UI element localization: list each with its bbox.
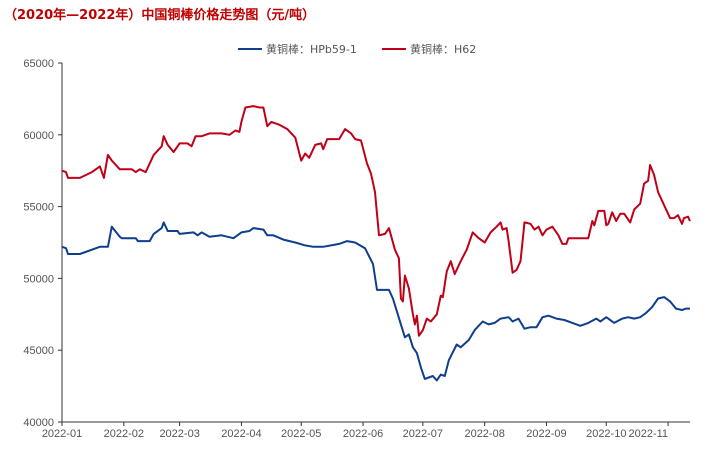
x-tick-label: 2022-02 bbox=[104, 428, 144, 440]
x-tick-label: 2022-11 bbox=[629, 428, 669, 440]
legend-label: 黄铜棒：HPb59-1 bbox=[266, 42, 357, 56]
legend-label: 黄铜棒：H62 bbox=[410, 42, 476, 56]
x-tick-label: 2022-06 bbox=[343, 428, 383, 440]
x-tick-label: 2022-08 bbox=[464, 428, 504, 440]
y-tick-label: 60000 bbox=[23, 130, 54, 142]
y-tick-label: 65000 bbox=[23, 58, 54, 70]
chart-series bbox=[61, 105, 691, 382]
chart-axes: 40000 45000 50000 55000 60000 65000 2022-01 202… bbox=[23, 58, 690, 440]
x-tick-label: 2022-10 bbox=[586, 428, 626, 440]
series-line-1 bbox=[61, 221, 690, 382]
y-tick-label: 55000 bbox=[23, 202, 54, 214]
x-tick-label: 2022-03 bbox=[159, 428, 199, 440]
chart-title: （2020年—2022年）中国铜棒价格走势图（元/吨） bbox=[4, 8, 316, 23]
x-tick-label: 2022-01 bbox=[42, 428, 82, 440]
y-tick-label: 40000 bbox=[23, 417, 54, 429]
x-tick-label: 2022-07 bbox=[403, 428, 443, 440]
series-line-2 bbox=[61, 105, 691, 337]
x-tick-label: 2022-09 bbox=[526, 428, 566, 440]
x-tick-label: 2022-05 bbox=[281, 428, 321, 440]
y-tick-label: 50000 bbox=[23, 273, 54, 285]
y-tick-label: 45000 bbox=[23, 345, 54, 357]
chart-legend: 黄铜棒：HPb59-1 黄铜棒：H62 bbox=[238, 42, 476, 56]
x-tick-label: 2022-04 bbox=[221, 428, 261, 440]
